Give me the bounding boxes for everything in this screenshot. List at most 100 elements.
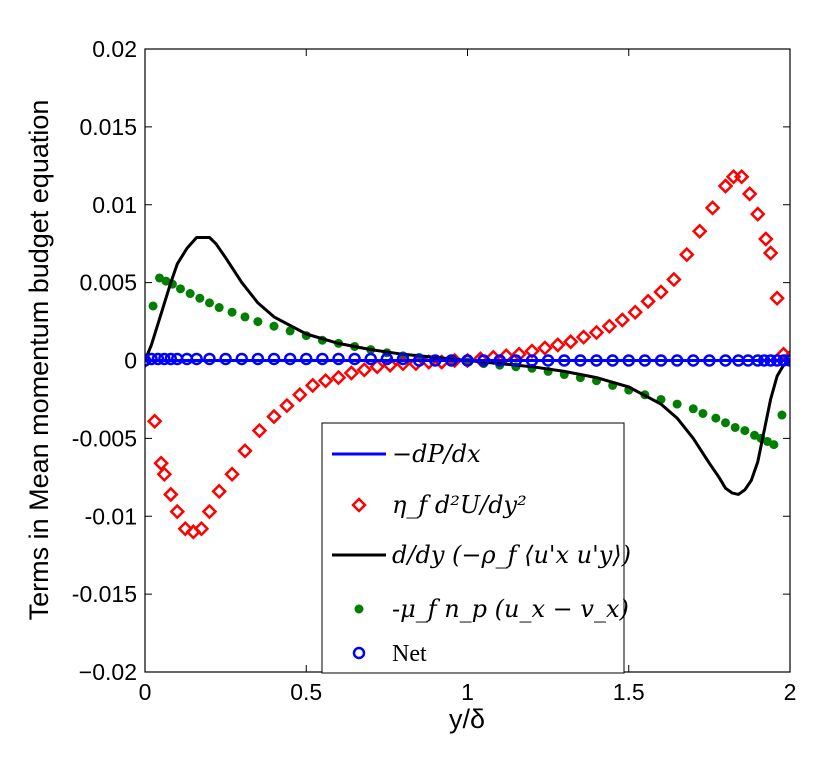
data-point <box>251 422 268 439</box>
data-point <box>164 352 178 366</box>
data-point <box>285 326 295 336</box>
x-tick-label: 1.5 <box>613 679 645 705</box>
data-point <box>412 354 426 367</box>
data-point <box>627 304 643 320</box>
data-point <box>153 455 169 472</box>
data-point <box>741 186 758 202</box>
data-point <box>148 301 158 311</box>
data-point <box>151 352 165 366</box>
data-point <box>703 354 716 367</box>
data-point <box>146 413 163 430</box>
data-point <box>653 284 669 300</box>
data-point <box>251 352 265 366</box>
data-point <box>575 329 592 345</box>
data-point <box>269 321 279 331</box>
legend-box <box>321 422 625 674</box>
y-tick-label: −0.02 <box>79 659 137 685</box>
data-point <box>679 246 695 263</box>
data-point <box>211 483 227 500</box>
legend: −dP/dx η_f d²U/dy² d/dy (−ρ_f ⟨u'x u'y⟩)… <box>321 422 631 674</box>
data-point <box>666 271 682 288</box>
data-point <box>237 443 253 459</box>
data-point <box>190 352 203 366</box>
data-point <box>185 289 195 299</box>
legend-label-viscous: η_f d²U/dy² <box>392 491 527 519</box>
data-point <box>733 168 750 185</box>
data-point <box>769 290 785 306</box>
data-point <box>169 503 186 520</box>
data-point <box>364 352 377 366</box>
data-point <box>235 352 248 366</box>
data-point <box>764 354 777 367</box>
data-point <box>717 178 734 194</box>
data-point <box>203 352 216 366</box>
data-point <box>445 354 458 367</box>
data-point <box>195 293 205 303</box>
y-tick-label: -0.01 <box>85 503 137 529</box>
data-point <box>758 231 774 247</box>
data-point <box>283 352 297 366</box>
data-point <box>343 365 360 381</box>
data-point <box>175 284 185 294</box>
data-point <box>224 466 240 482</box>
data-point <box>721 418 730 428</box>
y-tick-label: 0 <box>124 348 137 374</box>
data-point <box>769 440 779 450</box>
data-point <box>145 354 152 367</box>
data-point <box>525 354 539 367</box>
data-point <box>770 354 784 367</box>
data-point <box>537 340 553 356</box>
data-point <box>163 486 179 503</box>
data-point <box>300 352 313 366</box>
data-point <box>493 354 506 367</box>
data-point <box>762 245 779 261</box>
data-point <box>158 352 171 366</box>
x-tick-label: 0.5 <box>290 679 322 705</box>
data-point <box>777 410 787 420</box>
data-point <box>227 307 237 317</box>
data-point <box>698 408 708 418</box>
data-point <box>588 324 605 341</box>
data-point <box>253 317 263 327</box>
legend-swatch-drag <box>354 604 364 614</box>
legend-swatch-viscous <box>351 497 367 513</box>
data-point <box>348 352 361 366</box>
x-tick-label: 1 <box>461 679 474 705</box>
data-point <box>461 354 474 367</box>
data-point <box>429 354 442 367</box>
data-point <box>214 303 224 313</box>
series-layer <box>145 168 790 540</box>
data-point <box>670 354 684 367</box>
data-point <box>205 298 214 308</box>
data-point <box>622 354 635 367</box>
data-point <box>266 408 282 425</box>
y-axis-label: Terms in Mean momentum budget equation <box>24 100 54 621</box>
data-point <box>317 372 334 389</box>
data-point <box>177 520 194 537</box>
data-point <box>687 354 700 367</box>
data-point <box>380 352 394 366</box>
data-point <box>640 293 656 310</box>
data-point <box>316 352 329 366</box>
data-point <box>638 354 652 367</box>
legend-label-net: Net <box>392 641 427 667</box>
x-tick-label: 2 <box>784 679 797 705</box>
data-point <box>524 343 540 359</box>
data-point <box>193 520 210 537</box>
data-point <box>614 312 631 328</box>
series-2 <box>145 236 790 496</box>
legend-swatch-net <box>352 646 366 660</box>
data-point <box>550 337 566 353</box>
series-4 <box>145 352 790 367</box>
y-tick-label: 0.02 <box>92 36 137 62</box>
data-point <box>356 362 373 378</box>
data-point <box>477 354 490 367</box>
data-point <box>267 352 281 366</box>
legend-label-drag: -μ_f n_p (u_x − v_x) <box>392 595 629 623</box>
y-tick-label: 0.005 <box>79 270 137 296</box>
data-point <box>672 399 682 409</box>
data-point <box>740 426 750 436</box>
legend-label-reynolds: d/dy (−ρ_f ⟨u'x u'y⟩) <box>392 541 631 569</box>
x-axis-label: y/δ <box>449 704 485 734</box>
